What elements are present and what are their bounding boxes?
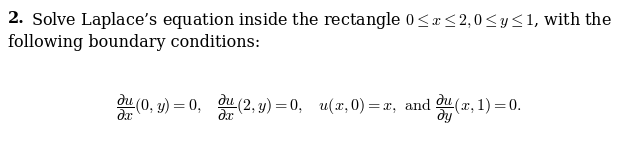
Text: following boundary conditions:: following boundary conditions: (8, 34, 261, 51)
Text: $\dfrac{\partial u}{\partial x}(0,y) = 0, \quad \dfrac{\partial u}{\partial x}(2: $\dfrac{\partial u}{\partial x}(0,y) = 0… (115, 92, 522, 126)
Text: Solve Laplace’s equation inside the rectangle $0 \leq x \leq 2, 0 \leq y \leq 1$: Solve Laplace’s equation inside the rect… (27, 10, 612, 31)
Text: 2.: 2. (8, 10, 25, 27)
